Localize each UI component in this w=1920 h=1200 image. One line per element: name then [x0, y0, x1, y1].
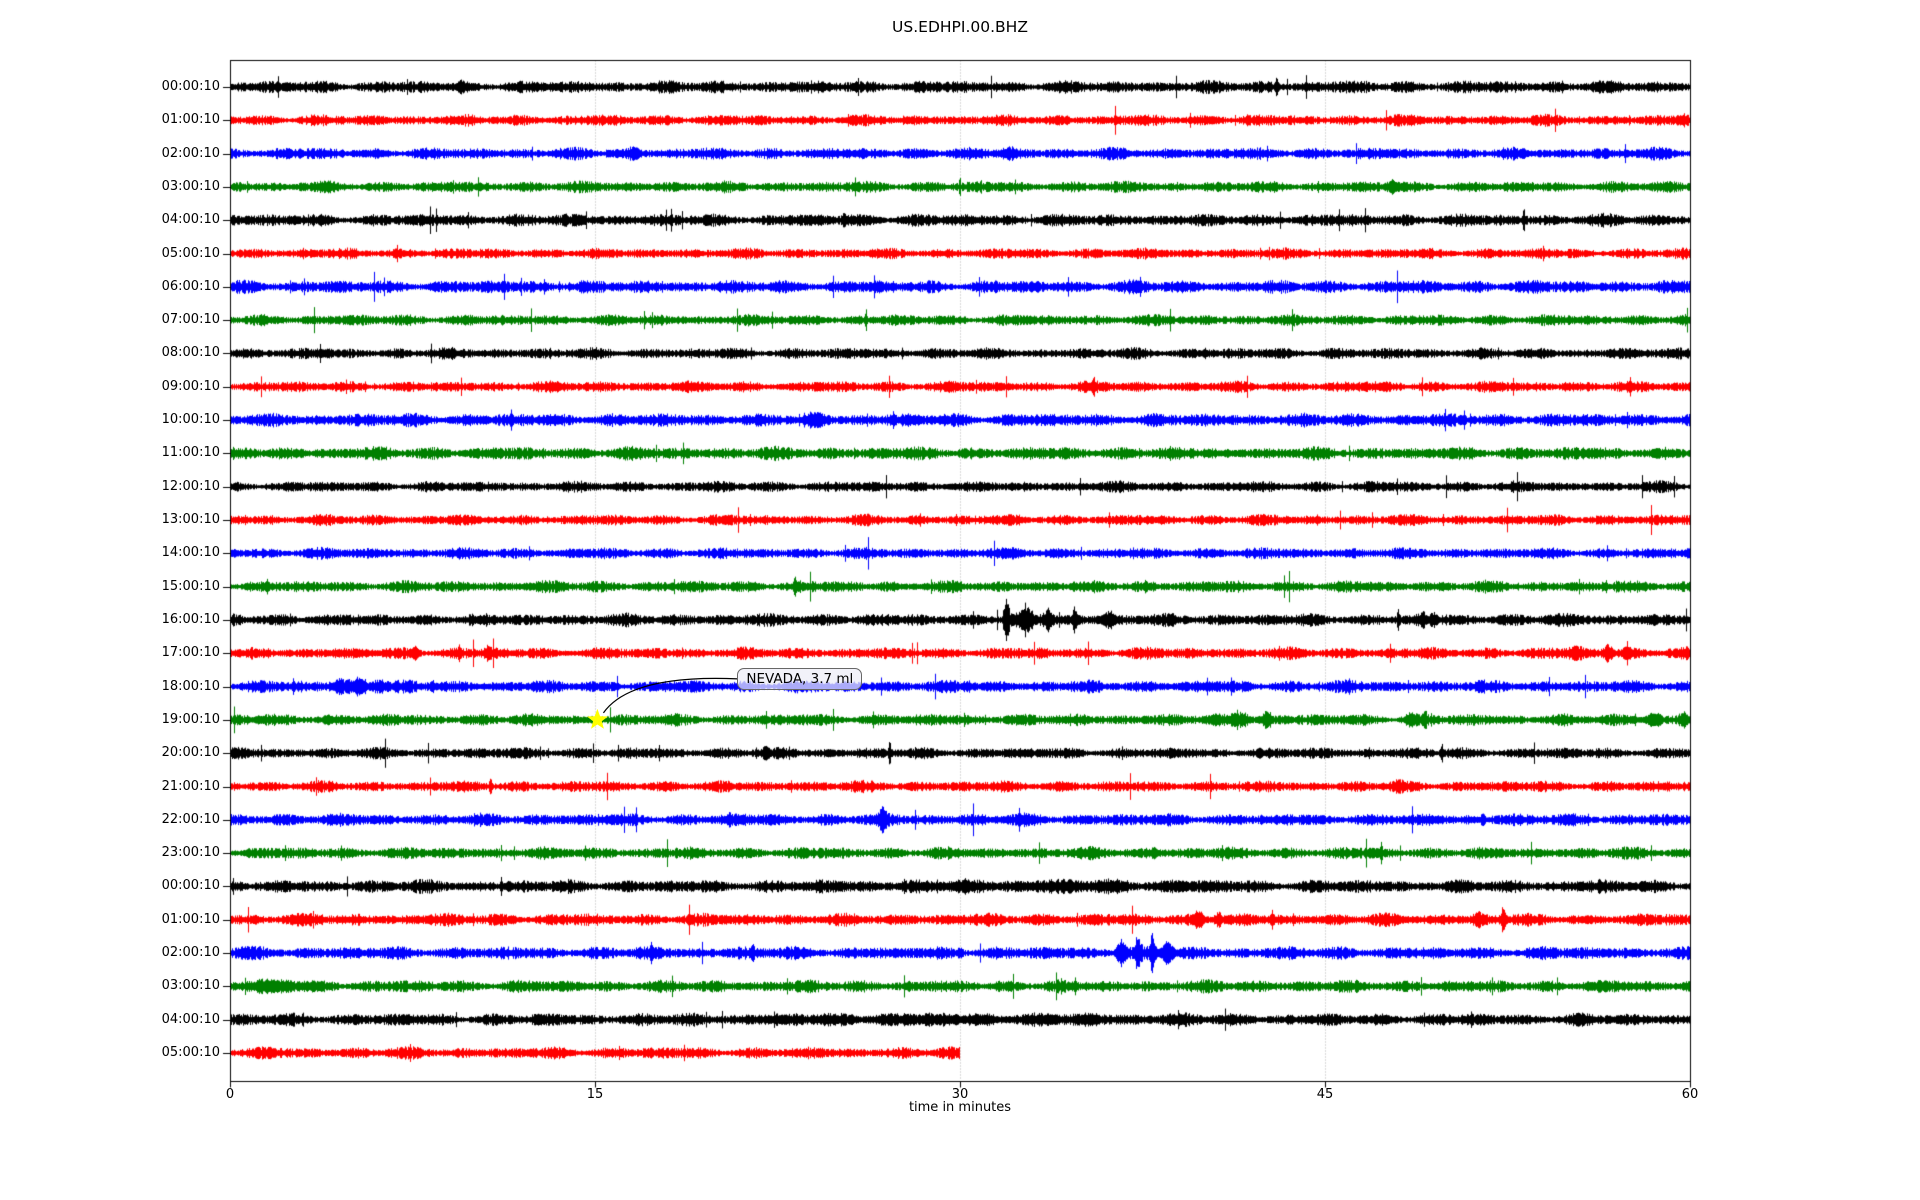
y-axis-tick-label: 17:00:10 [161, 645, 220, 661]
y-axis-tick-label: 08:00:10 [161, 345, 220, 361]
y-axis-tick-label: 06:00:10 [161, 278, 220, 294]
y-axis-tick-label: 04:00:10 [161, 212, 220, 228]
y-axis-tick-label: 13:00:10 [161, 512, 220, 528]
y-axis-tick-label: 01:00:10 [161, 112, 220, 128]
x-axis-tick-label: 45 [1316, 1087, 1334, 1102]
x-axis-tick-label: 15 [586, 1087, 604, 1102]
x-axis-tick-label: 0 [225, 1087, 235, 1102]
y-axis-tick-label: 09:00:10 [161, 378, 220, 394]
y-axis-tick-label: 20:00:10 [161, 745, 220, 761]
y-axis-tick-label: 19:00:10 [161, 711, 220, 727]
y-axis-tick-label: 04:00:10 [161, 1011, 220, 1027]
x-axis-tick-label: 30 [951, 1087, 969, 1102]
x-axis-label: time in minutes [908, 1100, 1012, 1115]
y-axis-tick-label: 00:00:10 [161, 79, 220, 94]
y-axis-tick-label: 15:00:10 [161, 578, 220, 594]
y-axis-tick-label: 07:00:10 [161, 312, 220, 328]
y-axis-tick-label: 22:00:10 [161, 811, 220, 827]
y-axis-tick-label: 05:00:10 [161, 1044, 220, 1060]
x-axis-tick-label: 60 [1681, 1087, 1699, 1102]
y-axis-tick-label: 16:00:10 [161, 611, 220, 627]
chart-title: US.EDHPI.00.BHZ [892, 18, 1028, 36]
y-axis-tick-label: 03:00:10 [161, 178, 220, 194]
y-axis-tick-label: 02:00:10 [161, 945, 220, 961]
y-axis-tick-label: 03:00:10 [161, 978, 220, 994]
y-axis-tick-label: 05:00:10 [161, 245, 220, 261]
y-axis-tick-label: 02:00:10 [161, 145, 220, 161]
event-annotation-box: NEVADA, 3.7 ml [737, 667, 863, 690]
y-axis-tick-label: 18:00:10 [161, 678, 220, 694]
y-axis-tick-label: 10:00:10 [161, 412, 220, 428]
y-axis-tick-label: 23:00:10 [161, 845, 220, 861]
y-axis-tick-label: 01:00:10 [161, 911, 220, 927]
y-axis-tick-label: 00:00:10 [161, 878, 220, 894]
y-axis-tick-label: 11:00:10 [161, 445, 220, 461]
y-axis-tick-label: 14:00:10 [161, 545, 220, 561]
y-axis-tick-label: 21:00:10 [161, 778, 220, 794]
y-axis-tick-label: 12:00:10 [161, 478, 220, 494]
